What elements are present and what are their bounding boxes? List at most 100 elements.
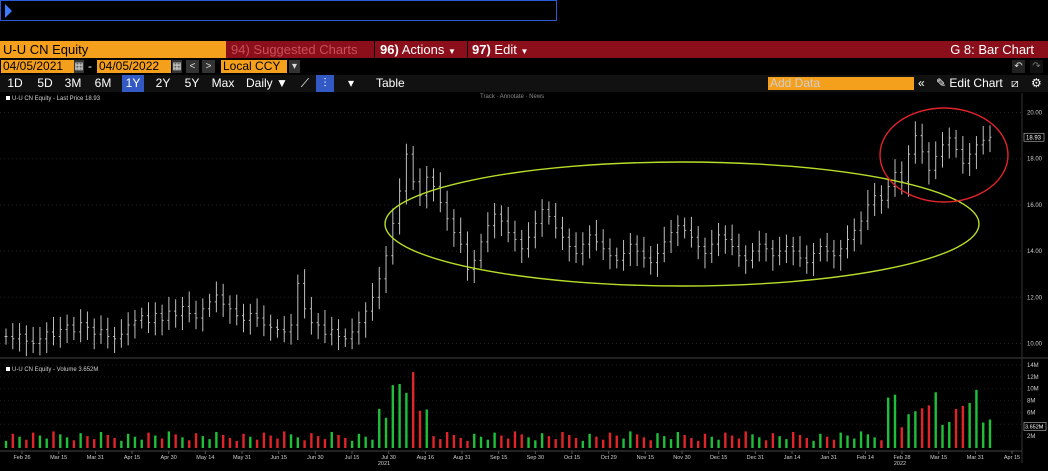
volume-bar bbox=[846, 435, 849, 448]
frequency-select[interactable]: Daily ▼ bbox=[246, 75, 288, 92]
range-button-5y[interactable]: 5Y bbox=[184, 76, 200, 90]
currency-field[interactable]: Local CCY bbox=[221, 60, 287, 73]
x-tick-label: Sep 15 bbox=[490, 455, 507, 461]
chart-type-dropdown-icon[interactable]: ▾ bbox=[347, 76, 355, 90]
chart-area[interactable]: 10.00 12.00 14.00 16.00 18.00 20.00 18.93 14M 12… bbox=[0, 93, 1048, 467]
price-bar bbox=[214, 281, 218, 313]
range-button-2y[interactable]: 2Y bbox=[155, 76, 171, 90]
price-volume-chart[interactable]: 10.00 12.00 14.00 16.00 18.00 20.00 18.93 14M 12… bbox=[0, 93, 1048, 467]
price-bar bbox=[208, 293, 212, 317]
edit-menu[interactable]: 97) Edit ▼ bbox=[472, 41, 528, 58]
start-date-field[interactable]: 04/05/2021 bbox=[1, 60, 75, 73]
volume-bar bbox=[792, 431, 795, 448]
volume-bar bbox=[730, 435, 734, 448]
command-line[interactable] bbox=[0, 0, 557, 21]
volume-bar bbox=[194, 433, 198, 448]
volume-bar bbox=[561, 431, 564, 448]
price-bar bbox=[343, 328, 347, 347]
next-period-button[interactable]: > bbox=[202, 60, 215, 73]
annotate-tool[interactable]: Annotate bbox=[499, 94, 524, 100]
undo-icon[interactable]: ↶ bbox=[1012, 60, 1025, 73]
volume-bar bbox=[907, 414, 910, 448]
price-bar bbox=[506, 206, 510, 243]
range-button-5d[interactable]: 5D bbox=[37, 76, 53, 90]
actions-menu[interactable]: 96) Actions ▼ bbox=[380, 41, 456, 58]
price-bar bbox=[459, 217, 463, 254]
volume-bar bbox=[11, 433, 14, 448]
price-bar bbox=[425, 166, 429, 209]
x-tick-label: Nov 15 bbox=[637, 455, 654, 461]
x-tick-label: Feb 14 bbox=[857, 455, 874, 461]
range-button-6m[interactable]: 6M bbox=[94, 76, 112, 90]
calendar-icon[interactable]: ▦ bbox=[172, 60, 182, 73]
volume-bar bbox=[758, 437, 761, 448]
previous-period-button[interactable]: < bbox=[186, 60, 199, 73]
annotate-icon[interactable]: ⧄ bbox=[1011, 76, 1019, 90]
volume-bar bbox=[853, 438, 856, 448]
volume-bar bbox=[703, 433, 707, 448]
bar-chart-icon[interactable]: ⫶ bbox=[316, 75, 334, 92]
range-button-3m[interactable]: 3M bbox=[64, 76, 82, 90]
price-bar bbox=[601, 229, 605, 260]
range-button-1d[interactable]: 1D bbox=[7, 76, 23, 90]
volume-bar bbox=[452, 434, 456, 448]
volume-bar bbox=[608, 432, 612, 448]
volume-bar bbox=[690, 437, 693, 448]
edit-chart-button[interactable]: ✎ Edit Chart bbox=[936, 75, 1003, 92]
volume-bar bbox=[873, 437, 876, 448]
price-bar bbox=[873, 182, 877, 217]
edit-chart-label: Edit Chart bbox=[949, 76, 1003, 90]
range-button-max[interactable]: Max bbox=[211, 76, 235, 90]
volume-bar bbox=[724, 432, 727, 448]
volume-bar bbox=[581, 440, 585, 448]
end-date-field[interactable]: 04/05/2022 bbox=[97, 60, 171, 73]
volume-bar bbox=[160, 438, 164, 448]
volume-bar bbox=[975, 389, 978, 448]
price-bar bbox=[384, 246, 388, 294]
price-bar bbox=[533, 210, 537, 249]
volume-bar bbox=[411, 372, 415, 448]
price-bar bbox=[350, 318, 354, 350]
x-tick-label: Apr 30 bbox=[161, 455, 177, 461]
range-button-1y[interactable]: 1Y bbox=[122, 75, 144, 92]
x-tick-label: Jun 30 bbox=[307, 455, 324, 461]
track-tool[interactable]: Track bbox=[480, 94, 495, 100]
price-bar bbox=[581, 232, 585, 266]
price-bar bbox=[622, 239, 626, 271]
price-tick-label: 14.00 bbox=[1027, 249, 1043, 255]
collapse-icon[interactable]: « bbox=[918, 76, 925, 90]
pencil-icon: ✎ bbox=[936, 76, 947, 90]
redo-icon[interactable]: ↷ bbox=[1030, 60, 1043, 73]
frequency-label: Daily bbox=[246, 76, 273, 90]
price-bar bbox=[242, 303, 246, 333]
volume-bar bbox=[676, 431, 680, 448]
volume-bar bbox=[479, 436, 483, 448]
settings-icon[interactable]: ⚙ bbox=[1031, 76, 1042, 90]
volume-bar bbox=[330, 431, 333, 448]
price-bar bbox=[567, 228, 571, 262]
x-tick-label: Feb 26 bbox=[13, 455, 30, 461]
volume-bar bbox=[696, 440, 700, 448]
volume-bar bbox=[25, 439, 28, 448]
add-data-input[interactable]: Add Data bbox=[768, 77, 914, 90]
title-bar bbox=[0, 41, 1048, 58]
currency-dropdown-icon[interactable]: ▾ bbox=[289, 60, 300, 73]
calendar-icon[interactable]: ▦ bbox=[74, 60, 84, 73]
suggested-charts-menu[interactable]: 94) Suggested Charts bbox=[231, 41, 358, 58]
volume-bar bbox=[425, 409, 428, 448]
price-bar bbox=[961, 136, 965, 174]
line-chart-icon[interactable]: ⟋ bbox=[300, 76, 310, 90]
security-field[interactable]: U-U CN Equity bbox=[0, 41, 226, 58]
volume-bar bbox=[805, 437, 808, 448]
price-bar bbox=[886, 178, 890, 209]
volume-bar bbox=[418, 410, 422, 448]
price-tick-label: 12.00 bbox=[1027, 295, 1043, 301]
volume-bar bbox=[927, 405, 931, 448]
news-tool[interactable]: News bbox=[529, 94, 545, 100]
chart-tools[interactable]: Track · Annotate · News bbox=[480, 94, 545, 100]
price-bar bbox=[764, 233, 768, 262]
price-tick-label: 16.00 bbox=[1027, 203, 1043, 209]
x-tick-label: Aug 16 bbox=[417, 455, 434, 461]
price-bar bbox=[153, 302, 157, 336]
table-button[interactable]: Table bbox=[376, 76, 405, 90]
